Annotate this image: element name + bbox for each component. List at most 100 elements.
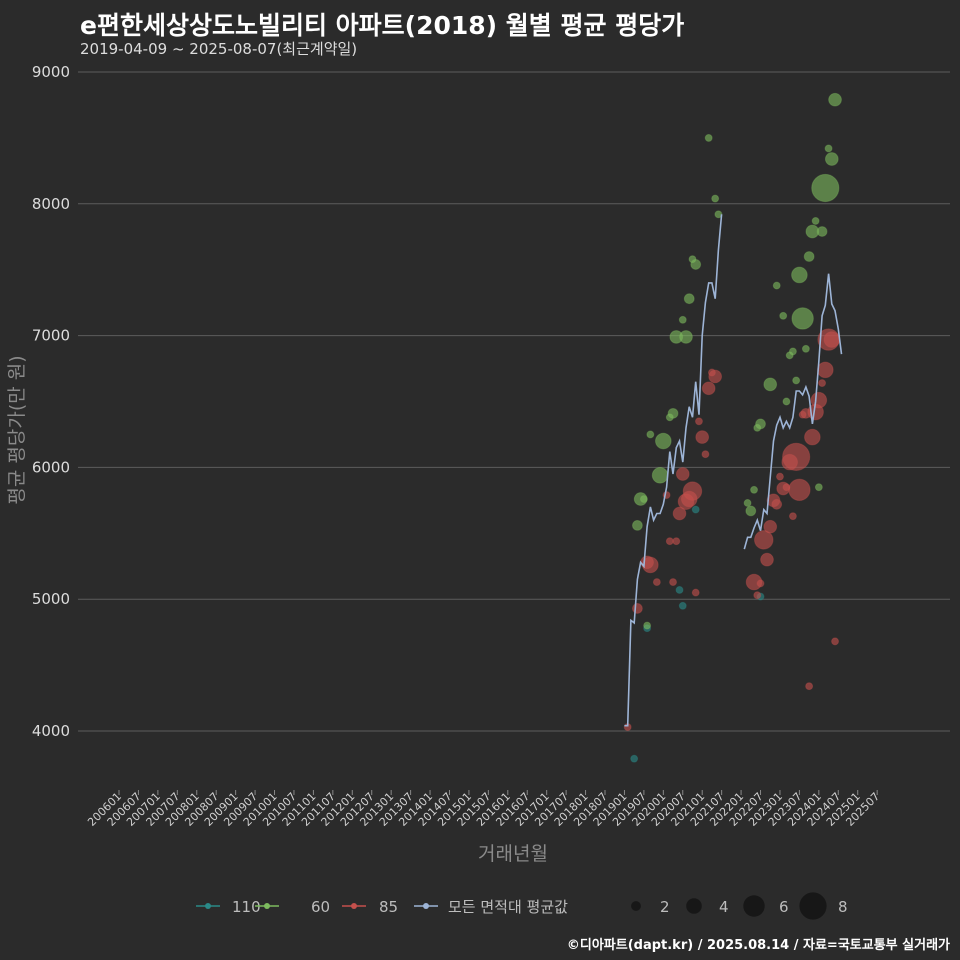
size-legend-circle-2: [631, 901, 641, 911]
average-line-group: [624, 214, 843, 727]
point-85-10: [675, 467, 690, 481]
point-85-8: [672, 537, 681, 546]
y-tick-label-7000: 7000: [32, 327, 70, 345]
point-85-16: [695, 430, 710, 444]
point-60-20: [750, 485, 758, 494]
point-60-8: [667, 407, 679, 419]
point-85-41: [810, 391, 828, 409]
point-60-6: [655, 432, 672, 450]
y-tick-label-5000: 5000: [32, 590, 70, 608]
source-credit: ©디아파트(dapt.kr) / 2025.08.14 / 자료=국토교통부 실…: [566, 938, 950, 953]
point-60-37: [816, 226, 828, 237]
point-60-25: [779, 311, 788, 320]
point-110-3: [678, 601, 687, 610]
point-60-18: [743, 499, 752, 507]
point-85-7: [669, 578, 677, 587]
point-60-33: [803, 251, 815, 262]
point-60-36: [814, 483, 823, 492]
point-110-2: [675, 586, 684, 594]
point-60-38: [811, 173, 840, 203]
y-axis-ticks: 4000 5000 6000 7000 8000 9000: [32, 63, 70, 740]
point-60-26: [782, 397, 791, 406]
point-85-42: [818, 379, 827, 387]
scatter-points: [623, 92, 842, 763]
point-60-10: [678, 315, 687, 324]
y-tick-label-4000: 4000: [32, 722, 70, 740]
size-legend-label-4: 4: [719, 898, 729, 916]
legend-label-3: 모든 면적대 평균값: [448, 898, 568, 916]
legend-dot-2: [351, 903, 357, 909]
point-85-26: [763, 519, 778, 534]
point-60-41: [828, 92, 842, 107]
point-60-15: [704, 133, 713, 142]
point-85-4: [652, 578, 661, 587]
size-legend-circle-4: [686, 898, 702, 914]
legend: 110 60 85 모든 면적대 평균값 2 4 6 8: [196, 892, 848, 920]
legend-label-1: 60: [311, 898, 330, 916]
point-85-45: [823, 331, 841, 348]
point-85-22: [753, 591, 762, 600]
size-legend-label-2: 2: [660, 898, 670, 916]
point-60-30: [791, 266, 808, 284]
point-60-31: [791, 307, 814, 330]
point-60-39: [824, 144, 833, 153]
point-60-3: [643, 621, 652, 630]
point-85-34: [782, 442, 811, 471]
point-85-13: [682, 481, 703, 501]
point-60-16: [711, 194, 720, 203]
size-legend-label-6: 6: [779, 898, 789, 916]
point-85-20: [708, 369, 723, 384]
size-legend-circle-6: [743, 895, 765, 917]
point-85-1: [632, 603, 643, 614]
size-legend-label-8: 8: [838, 898, 848, 916]
point-85-18: [701, 381, 716, 396]
point-60-40: [824, 152, 839, 166]
point-60-19: [745, 505, 757, 517]
point-60-0: [632, 519, 643, 531]
x-axis-ticks: 2006012006072007012007072008012008072009…: [85, 790, 882, 829]
y-tick-label-6000: 6000: [32, 458, 70, 476]
gridlines: [78, 71, 950, 732]
point-85-14: [691, 588, 700, 597]
chart-subtitle: 2019-04-09 ~ 2025-08-07(최근계약일): [80, 40, 358, 58]
point-60-24: [772, 281, 781, 290]
point-60-11: [679, 330, 693, 344]
average-line-segment-0: [624, 214, 723, 727]
point-60-5: [651, 467, 669, 484]
point-60-2: [639, 495, 648, 503]
point-85-46: [831, 637, 839, 646]
size-legend-circle-8: [799, 892, 827, 920]
chart-title: e편한세상상도노빌리티 아파트(2018) 월별 평균 평당가: [80, 11, 685, 40]
point-85-15: [695, 417, 703, 426]
point-85-6: [665, 537, 674, 546]
point-85-43: [817, 361, 834, 379]
point-85-23: [756, 579, 765, 588]
point-60-4: [646, 430, 655, 439]
point-60-23: [763, 377, 778, 392]
point-85-24: [754, 530, 774, 550]
point-85-38: [805, 682, 814, 691]
y-tick-label-9000: 9000: [32, 63, 70, 81]
point-85-25: [760, 552, 774, 567]
point-60-12: [683, 293, 695, 305]
point-85-35: [788, 478, 811, 502]
y-tick-label-8000: 8000: [32, 195, 70, 213]
point-110-4: [691, 505, 700, 514]
legend-dot-1: [264, 903, 270, 909]
legend-dot-3: [423, 903, 429, 909]
point-85-28: [771, 498, 783, 510]
x-axis-title: 거래년월: [478, 843, 548, 865]
point-85-33: [788, 512, 797, 521]
point-60-28: [788, 347, 797, 356]
point-60-14: [690, 259, 702, 270]
point-85-17: [701, 450, 710, 459]
point-85-29: [776, 472, 784, 481]
point-85-9: [672, 506, 687, 521]
point-60-29: [792, 376, 801, 385]
point-110-0: [630, 754, 639, 763]
legend-label-2: 85: [379, 898, 398, 916]
legend-dot-0: [205, 903, 211, 909]
average-line-segment-1: [743, 273, 843, 550]
point-60-22: [755, 418, 766, 430]
